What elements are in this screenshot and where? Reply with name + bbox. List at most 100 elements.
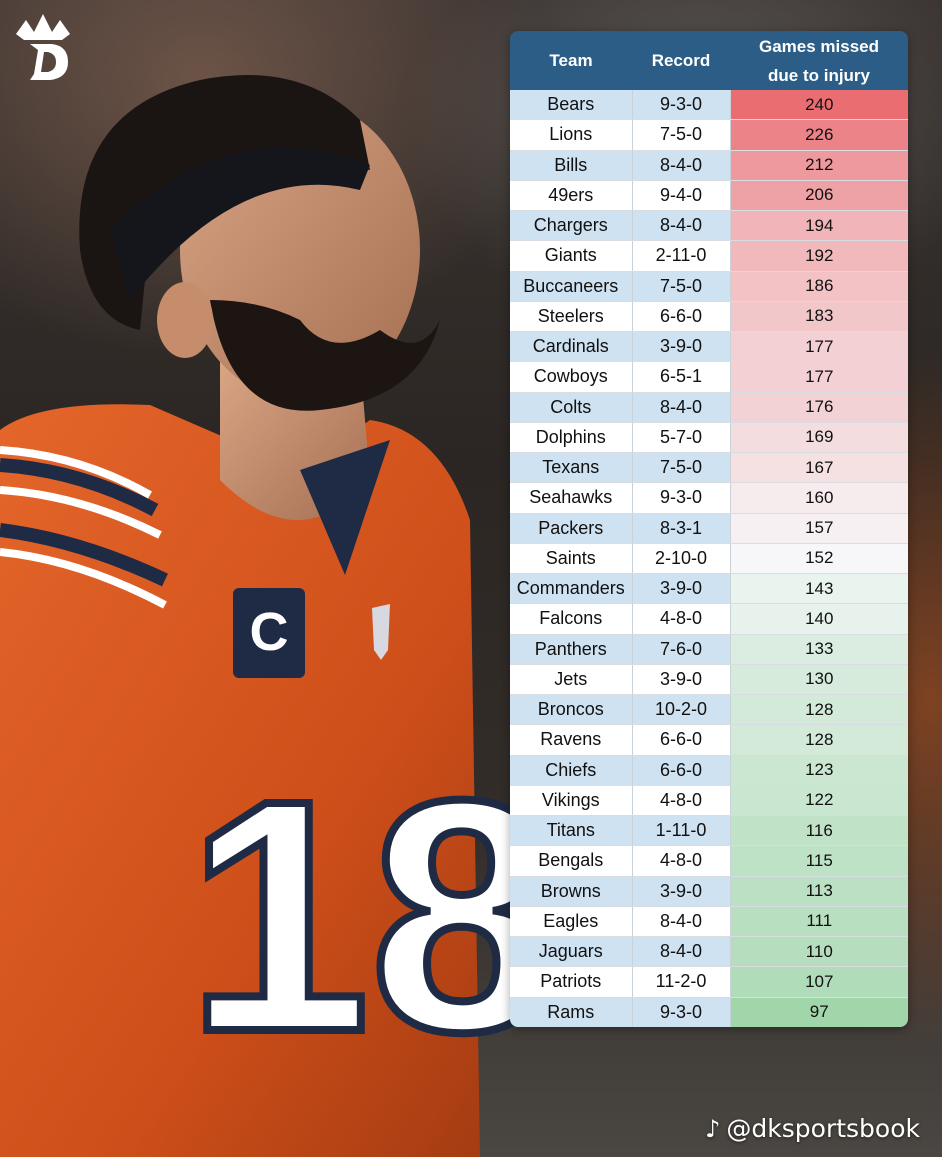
record-cell: 3-9-0 bbox=[632, 876, 731, 907]
record-cell: 3-9-0 bbox=[632, 664, 731, 696]
record-cell: 9-3-0 bbox=[632, 482, 731, 514]
games-missed-cell: 143 bbox=[730, 573, 908, 605]
team-cell: Broncos bbox=[510, 694, 633, 726]
games-missed-cell: 186 bbox=[730, 271, 908, 302]
table-row: Broncos 10-2-0 128 bbox=[510, 694, 908, 726]
header-games-missed-line1: Games missed bbox=[758, 36, 879, 56]
header-games-missed: Games missed due to injury bbox=[730, 31, 908, 90]
games-missed-cell: 122 bbox=[730, 785, 908, 817]
team-cell: Ravens bbox=[510, 724, 633, 756]
tiktok-icon: ♪ bbox=[705, 1114, 721, 1143]
table-row: Cardinals 3-9-0 177 bbox=[510, 331, 908, 363]
table-row: Jets 3-9-0 130 bbox=[510, 664, 908, 696]
team-cell: Buccaneers bbox=[510, 271, 633, 302]
record-cell: 10-2-0 bbox=[632, 694, 731, 726]
games-missed-cell: 97 bbox=[730, 997, 908, 1027]
team-cell: Bears bbox=[510, 90, 633, 121]
team-cell: Cowboys bbox=[510, 361, 633, 393]
draftkings-crown-logo-icon bbox=[16, 14, 70, 80]
games-missed-cell: 206 bbox=[730, 180, 908, 212]
record-cell: 7-5-0 bbox=[632, 452, 731, 484]
table-row: Jaguars 8-4-0 110 bbox=[510, 936, 908, 968]
team-cell: Packers bbox=[510, 513, 633, 544]
record-cell: 5-7-0 bbox=[632, 422, 731, 454]
header-team: Team bbox=[510, 31, 632, 90]
games-missed-cell: 177 bbox=[730, 331, 908, 363]
games-missed-cell: 212 bbox=[730, 150, 908, 181]
table-row: Buccaneers 7-5-0 186 bbox=[510, 271, 908, 302]
table-header-row: Team Record Games missed due to injury bbox=[510, 31, 908, 90]
table-row: Saints 2-10-0 152 bbox=[510, 543, 908, 575]
record-cell: 3-9-0 bbox=[632, 573, 731, 605]
record-cell: 6-6-0 bbox=[632, 755, 731, 786]
team-cell: Commanders bbox=[510, 573, 633, 605]
table-row: Cowboys 6-5-1 177 bbox=[510, 361, 908, 393]
games-missed-cell: 128 bbox=[730, 694, 908, 726]
table-row: Commanders 3-9-0 143 bbox=[510, 573, 908, 605]
games-missed-cell: 128 bbox=[730, 724, 908, 756]
header-games-missed-line2: due to injury bbox=[768, 65, 870, 85]
table-row: Chiefs 6-6-0 123 bbox=[510, 755, 908, 786]
team-cell: Texans bbox=[510, 452, 633, 484]
games-missed-cell: 226 bbox=[730, 119, 908, 151]
team-cell: Titans bbox=[510, 815, 633, 847]
table-row: Bears 9-3-0 240 bbox=[510, 90, 908, 121]
team-cell: Vikings bbox=[510, 785, 633, 817]
record-cell: 9-3-0 bbox=[632, 90, 731, 121]
record-cell: 4-8-0 bbox=[632, 603, 731, 635]
record-cell: 2-11-0 bbox=[632, 240, 731, 272]
svg-text:C: C bbox=[250, 602, 289, 662]
games-missed-cell: 107 bbox=[730, 966, 908, 998]
team-cell: Seahawks bbox=[510, 482, 633, 514]
table-row: Giants 2-11-0 192 bbox=[510, 240, 908, 272]
table-row: Falcons 4-8-0 140 bbox=[510, 603, 908, 635]
table-row: Bills 8-4-0 212 bbox=[510, 150, 908, 181]
team-cell: Bengals bbox=[510, 845, 633, 877]
record-cell: 8-4-0 bbox=[632, 392, 731, 423]
record-cell: 4-8-0 bbox=[632, 785, 731, 817]
team-cell: Jets bbox=[510, 664, 633, 696]
team-cell: Colts bbox=[510, 392, 633, 423]
table-row: Steelers 6-6-0 183 bbox=[510, 301, 908, 333]
record-cell: 8-4-0 bbox=[632, 936, 731, 968]
games-missed-cell: 110 bbox=[730, 936, 908, 968]
table-row: Patriots 11-2-0 107 bbox=[510, 966, 908, 998]
team-cell: Rams bbox=[510, 997, 633, 1027]
games-missed-cell: 111 bbox=[730, 906, 908, 938]
table-row: Lions 7-5-0 226 bbox=[510, 119, 908, 151]
team-cell: Chargers bbox=[510, 210, 633, 242]
watermark-handle: @dksportsbook bbox=[726, 1114, 920, 1143]
team-cell: Steelers bbox=[510, 301, 633, 333]
games-missed-cell: 176 bbox=[730, 392, 908, 423]
table-row: 49ers 9-4-0 206 bbox=[510, 180, 908, 212]
team-cell: Jaguars bbox=[510, 936, 633, 968]
games-missed-cell: 133 bbox=[730, 634, 908, 665]
games-missed-cell: 177 bbox=[730, 361, 908, 393]
table-row: Packers 8-3-1 157 bbox=[510, 513, 908, 544]
games-missed-cell: 169 bbox=[730, 422, 908, 454]
record-cell: 9-3-0 bbox=[632, 997, 731, 1027]
record-cell: 4-8-0 bbox=[632, 845, 731, 877]
table-row: Ravens 6-6-0 128 bbox=[510, 724, 908, 756]
table-row: Seahawks 9-3-0 160 bbox=[510, 482, 908, 514]
table-row: Dolphins 5-7-0 169 bbox=[510, 422, 908, 454]
games-missed-cell: 123 bbox=[730, 755, 908, 786]
record-cell: 6-5-1 bbox=[632, 361, 731, 393]
record-cell: 8-4-0 bbox=[632, 906, 731, 938]
team-cell: Chiefs bbox=[510, 755, 633, 786]
table-row: Titans 1-11-0 116 bbox=[510, 815, 908, 847]
record-cell: 11-2-0 bbox=[632, 966, 731, 998]
team-cell: Bills bbox=[510, 150, 633, 181]
games-missed-cell: 157 bbox=[730, 513, 908, 544]
record-cell: 8-3-1 bbox=[632, 513, 731, 544]
record-cell: 6-6-0 bbox=[632, 724, 731, 756]
team-cell: Lions bbox=[510, 119, 633, 151]
team-cell: Giants bbox=[510, 240, 633, 272]
games-missed-cell: 116 bbox=[730, 815, 908, 847]
record-cell: 3-9-0 bbox=[632, 331, 731, 363]
games-missed-cell: 194 bbox=[730, 210, 908, 242]
team-cell: Browns bbox=[510, 876, 633, 907]
team-cell: Panthers bbox=[510, 634, 633, 665]
table-row: Chargers 8-4-0 194 bbox=[510, 210, 908, 242]
